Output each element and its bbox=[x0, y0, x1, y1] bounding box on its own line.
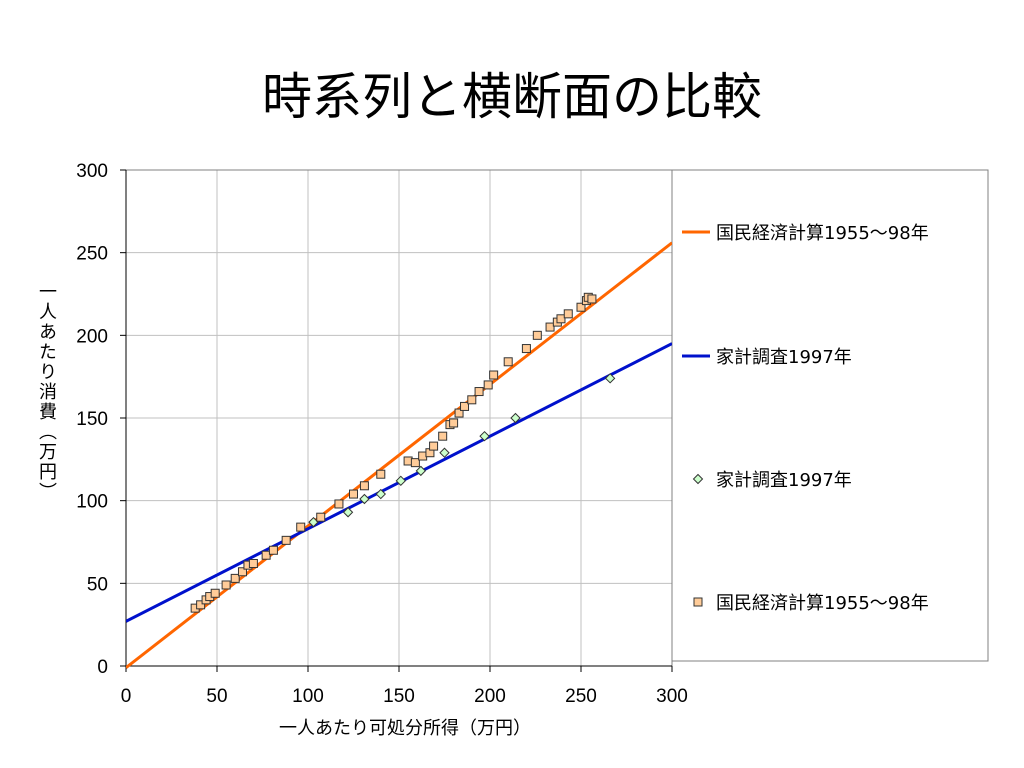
point-national-accounts bbox=[532, 330, 542, 340]
point-national-accounts bbox=[556, 314, 566, 324]
legend-frame bbox=[671, 169, 989, 662]
y-axis-label: 一人あたり消費（万円） bbox=[36, 282, 57, 502]
point-national-accounts bbox=[474, 387, 484, 397]
x-tick-label: 50 bbox=[206, 686, 227, 707]
x-tick-label: 0 bbox=[121, 686, 132, 707]
point-national-accounts bbox=[503, 357, 513, 367]
y-tick-label: 0 bbox=[97, 657, 108, 678]
point-national-accounts bbox=[521, 344, 531, 354]
point-national-accounts bbox=[196, 600, 206, 610]
point-national-accounts bbox=[261, 550, 271, 560]
y-tick-label: 300 bbox=[76, 161, 108, 182]
point-household-survey bbox=[359, 493, 370, 505]
point-national-accounts bbox=[483, 380, 493, 390]
point-national-accounts bbox=[454, 408, 464, 418]
point-household-survey bbox=[604, 373, 616, 384]
point-national-accounts bbox=[460, 401, 470, 411]
y-tick-label: 50 bbox=[87, 574, 108, 595]
point-national-accounts bbox=[296, 522, 306, 532]
point-national-accounts bbox=[221, 580, 231, 590]
legend-marker-national-accounts-label: 国民経済計算1955～98年 bbox=[716, 593, 929, 614]
point-national-accounts bbox=[248, 558, 258, 568]
point-household-survey bbox=[342, 507, 354, 518]
y-tick-label: 250 bbox=[76, 244, 108, 265]
legend-marker-household-survey-label: 家計調査1997年 bbox=[716, 470, 852, 491]
point-national-accounts bbox=[429, 441, 439, 451]
point-national-accounts bbox=[281, 535, 291, 545]
legend-marker-household-survey-swatch bbox=[692, 473, 704, 485]
point-household-survey bbox=[395, 475, 407, 487]
point-national-accounts bbox=[563, 309, 573, 319]
x-tick-label: 300 bbox=[656, 686, 688, 707]
point-national-accounts bbox=[489, 370, 499, 380]
y-tick-label: 100 bbox=[76, 492, 108, 513]
point-national-accounts bbox=[376, 469, 386, 479]
legend-marker-national-accounts-swatch bbox=[693, 597, 703, 607]
point-national-accounts bbox=[587, 294, 597, 304]
point-national-accounts bbox=[449, 418, 459, 428]
point-national-accounts bbox=[410, 458, 420, 468]
x-tick-label: 250 bbox=[565, 686, 597, 707]
point-household-survey bbox=[415, 465, 427, 477]
legend: 国民経済計算1955～98年家計調査1997年家計調査1997年国民経済計算19… bbox=[682, 223, 929, 614]
point-household-survey bbox=[439, 447, 450, 458]
x-tick-label: 100 bbox=[292, 686, 324, 707]
y-tick-label: 150 bbox=[76, 409, 108, 430]
legend-line-national-accounts-label: 国民経済計算1955～98年 bbox=[716, 223, 929, 244]
axes: 0 50 100 150 200 250 300 0 50 100 150 200 250 300 bbox=[76, 161, 688, 707]
point-national-accounts bbox=[316, 512, 326, 522]
point-household-survey bbox=[375, 488, 387, 500]
data-points bbox=[190, 292, 616, 613]
point-household-survey bbox=[510, 412, 521, 424]
gridlines bbox=[126, 170, 672, 666]
point-national-accounts bbox=[349, 489, 358, 499]
x-tick-label: 150 bbox=[383, 686, 415, 707]
point-national-accounts bbox=[334, 499, 344, 509]
point-national-accounts bbox=[467, 395, 477, 405]
legend-line-household-survey-label: 家計調査1997年 bbox=[716, 347, 852, 368]
point-national-accounts bbox=[237, 567, 247, 577]
point-national-accounts bbox=[576, 302, 586, 312]
point-national-accounts bbox=[210, 588, 220, 598]
point-national-accounts bbox=[230, 573, 240, 583]
x-tick-label: 200 bbox=[474, 686, 506, 707]
point-national-accounts bbox=[438, 431, 448, 441]
point-household-survey bbox=[479, 430, 490, 442]
x-axis-label: 一人あたり可処分所得（万円） bbox=[279, 718, 531, 739]
point-national-accounts bbox=[545, 322, 555, 332]
point-national-accounts bbox=[359, 481, 369, 491]
y-tick-label: 200 bbox=[76, 326, 108, 347]
point-national-accounts bbox=[268, 545, 278, 555]
slide-title: 時系列と横断面の比較 bbox=[262, 68, 762, 126]
